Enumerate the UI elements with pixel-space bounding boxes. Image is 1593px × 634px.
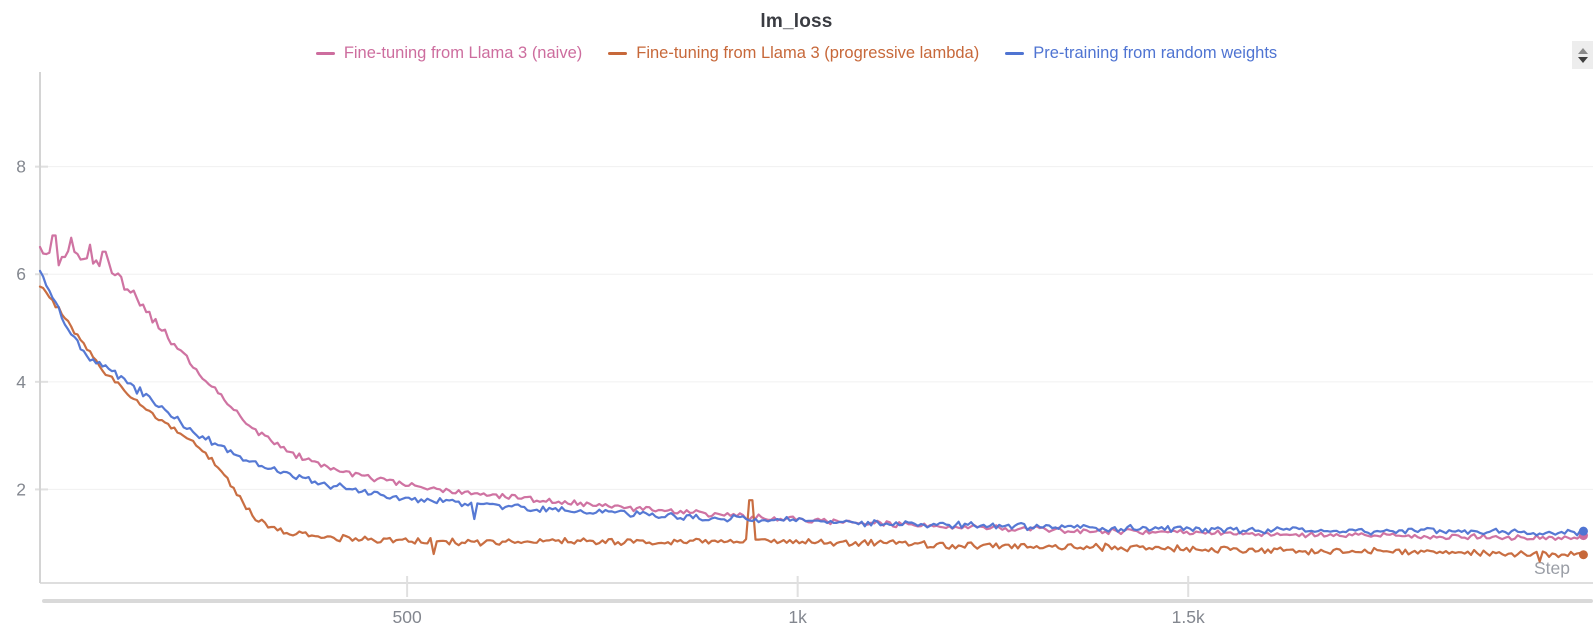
legend-label-naive: Fine-tuning from Llama 3 (naive)	[343, 44, 583, 62]
step-down-icon[interactable]	[1577, 56, 1588, 63]
legend-swatch-pretraining-icon	[1005, 52, 1025, 55]
y-tick-label-2: 2	[16, 479, 26, 499]
legend-label-pretraining: Pre-training from random weights	[1033, 44, 1278, 62]
legend-label-progressive-lambda: Fine-tuning from Llama 3 (progressive la…	[636, 44, 980, 62]
series-line-0[interactable]	[38, 234, 1585, 541]
series-endpoint-2	[1578, 526, 1588, 536]
x-scrollbar[interactable]	[42, 599, 1593, 603]
series-endpoint-1	[1578, 550, 1588, 560]
legend: Fine-tuning from Llama 3 (naive) Fine-tu…	[0, 44, 1593, 63]
legend-swatch-naive-icon	[315, 52, 335, 55]
series-line-2[interactable]	[38, 269, 1585, 537]
legend-item-progressive-lambda[interactable]: Fine-tuning from Llama 3 (progressive la…	[608, 44, 979, 63]
legend-item-naive[interactable]: Fine-tuning from Llama 3 (naive)	[315, 44, 583, 63]
panel-stepper[interactable]	[1572, 41, 1593, 69]
y-tick-label-4: 4	[16, 372, 26, 392]
y-tick-label-6: 6	[16, 264, 26, 284]
legend-item-pretraining[interactable]: Pre-training from random weights	[1005, 44, 1277, 63]
legend-swatch-progressive-lambda-icon	[608, 52, 628, 55]
chart-title: lm_loss	[760, 11, 833, 32]
x-tick-label-1.5k: 1.5k	[1172, 607, 1205, 627]
step-up-icon[interactable]	[1577, 47, 1588, 54]
series-line-1[interactable]	[38, 285, 1585, 563]
x-tick-label-1k: 1k	[788, 607, 807, 627]
x-tick-label-500: 500	[393, 607, 422, 627]
x-axis-title: Step	[1534, 558, 1570, 578]
y-tick-label-8: 8	[16, 157, 26, 177]
